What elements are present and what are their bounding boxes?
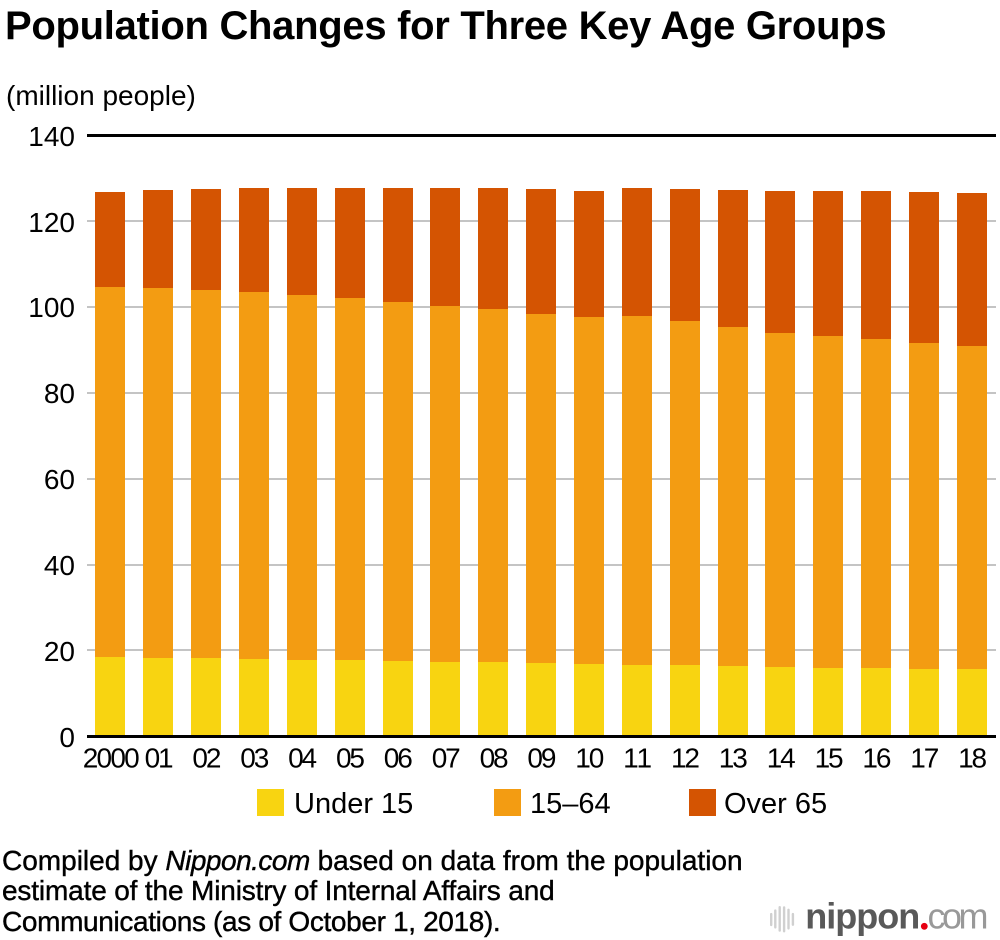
- svg-text:18: 18: [958, 745, 987, 773]
- svg-text:09: 09: [527, 745, 556, 773]
- svg-text:15: 15: [815, 745, 844, 773]
- svg-text:12: 12: [671, 745, 700, 773]
- svg-text:nippon: nippon: [805, 896, 920, 937]
- svg-text:04: 04: [288, 745, 317, 773]
- svg-text:2000: 2000: [83, 745, 140, 773]
- svg-text:03: 03: [240, 745, 269, 773]
- svg-text:07: 07: [432, 745, 461, 773]
- svg-text:com: com: [928, 896, 989, 937]
- svg-text:10: 10: [575, 745, 604, 773]
- svg-text:01: 01: [145, 745, 174, 773]
- svg-text:14: 14: [767, 745, 796, 773]
- svg-text:16: 16: [862, 745, 891, 773]
- svg-text:08: 08: [480, 745, 509, 773]
- svg-text:17: 17: [910, 745, 939, 773]
- svg-text:02: 02: [192, 745, 221, 773]
- svg-text:11: 11: [623, 745, 652, 773]
- svg-text:13: 13: [719, 745, 748, 773]
- svg-text:05: 05: [336, 745, 365, 773]
- svg-text:06: 06: [384, 745, 413, 773]
